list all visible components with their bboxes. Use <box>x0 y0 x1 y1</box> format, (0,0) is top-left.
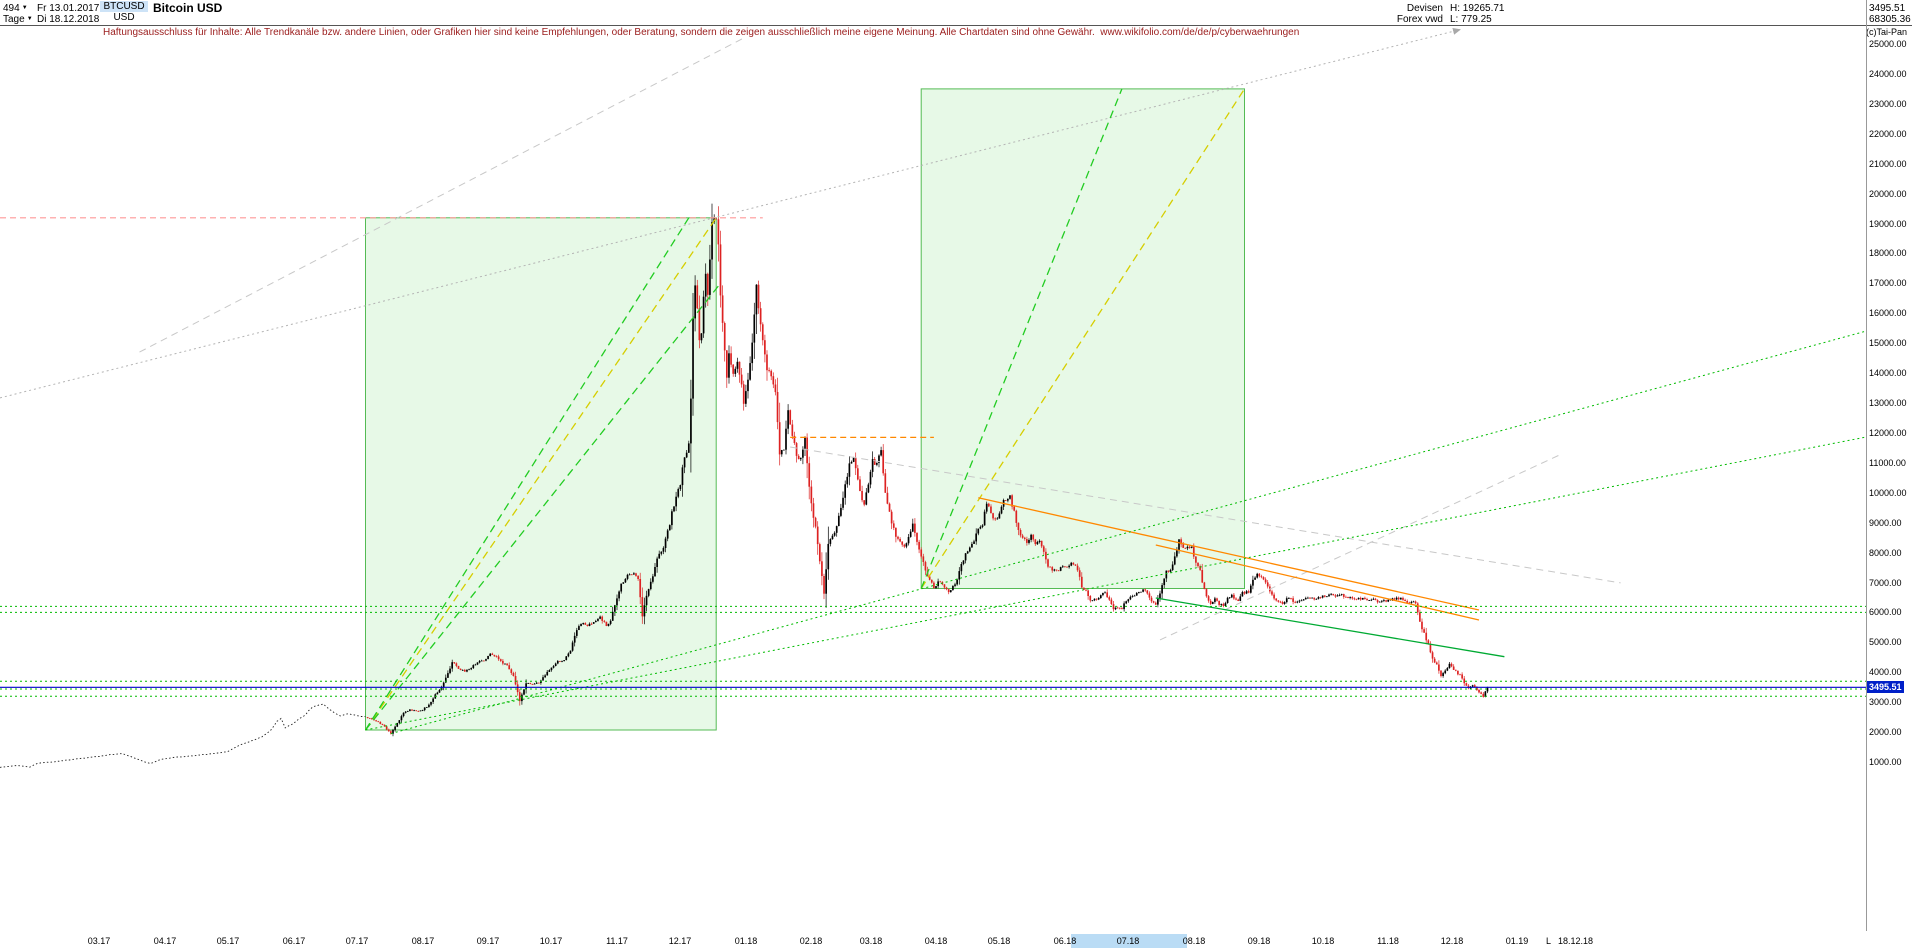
last-bar-letter: L <box>1546 936 1552 946</box>
x-axis-label: 06.18 <box>1053 936 1077 946</box>
x-axis-label: 07.17 <box>345 936 369 946</box>
date-from[interactable]: Fr 13.01.2017 <box>37 3 100 14</box>
chevron-down-icon: ▼ <box>21 5 28 11</box>
volume-value: 68305.36 <box>1869 14 1911 25</box>
period-unit-dropdown[interactable]: Tage ▼ <box>3 14 33 25</box>
price-axis-label: 18000.00 <box>1869 248 1907 258</box>
chevron-down-icon: ▼ <box>26 16 33 22</box>
symbol-box[interactable]: BTCUSD USD <box>100 1 148 23</box>
period-low: L: 779.25 <box>1450 14 1492 25</box>
last-bar-marker: L 18.12.18 <box>1546 936 1593 946</box>
price-axis-label: 11000.00 <box>1869 458 1906 468</box>
chart-title: Bitcoin USD <box>153 1 223 15</box>
x-axis-label: 02.18 <box>799 936 823 946</box>
x-axis-label: 09.18 <box>1247 936 1271 946</box>
price-chart[interactable] <box>0 26 1866 931</box>
price-axis-label: 2000.00 <box>1869 727 1902 737</box>
x-axis-label: 05.18 <box>987 936 1011 946</box>
x-axis-label: 04.17 <box>153 936 177 946</box>
price-axis-label: 19000.00 <box>1869 219 1907 229</box>
price-axis-label: 16000.00 <box>1869 308 1907 318</box>
price-axis-label: 21000.00 <box>1869 159 1907 169</box>
price-axis-label: 4000.00 <box>1869 667 1902 677</box>
price-axis-label: 3000.00 <box>1869 697 1902 707</box>
x-axis-label: 10.17 <box>539 936 563 946</box>
price-axis-label: 24000.00 <box>1869 69 1907 79</box>
price-axis-label: 13000.00 <box>1869 398 1907 408</box>
disclaimer-text: Haftungsausschluss für Inhalte: Alle Tre… <box>103 27 1095 38</box>
x-axis-label: 04.18 <box>924 936 948 946</box>
axis-separator <box>1866 0 1867 931</box>
x-axis-label: 01.19 <box>1505 936 1529 946</box>
price-axis-label: 23000.00 <box>1869 99 1907 109</box>
x-axis-label: 07.18 <box>1116 936 1140 946</box>
bars-count-dropdown[interactable]: 494 ▼ <box>3 3 28 14</box>
price-axis-label: 5000.00 <box>1869 637 1902 647</box>
price-axis-label: 8000.00 <box>1869 548 1902 558</box>
price-axis-label: 7000.00 <box>1869 578 1902 588</box>
current-price-tag: 3495.51 <box>1867 681 1904 693</box>
x-axis-label: 01.18 <box>734 936 758 946</box>
last-price-value: 3495.51 <box>1869 3 1906 14</box>
x-axis-label: 11.18 <box>1377 936 1399 946</box>
header-separator <box>0 25 1912 26</box>
symbol-currency: USD <box>113 12 135 23</box>
price-axis-label: 10000.00 <box>1869 488 1907 498</box>
period-high: H: 19265.71 <box>1450 3 1505 14</box>
wikifolio-url: www.wikifolio.com/de/de/p/cyberwaehrunge… <box>1100 27 1300 38</box>
price-axis-label: 25000.00 <box>1869 39 1907 49</box>
x-axis-label: 08.17 <box>411 936 435 946</box>
period-unit-value: Tage <box>3 14 25 25</box>
disclaimer: Haftungsausschluss für Inhalte: Alle Tre… <box>103 27 1299 38</box>
x-axis-label: 05.17 <box>216 936 240 946</box>
market-label: Devisen <box>1406 3 1443 14</box>
price-axis-label: 15000.00 <box>1869 338 1907 348</box>
x-axis-label: 03.17 <box>87 936 111 946</box>
date-to[interactable]: Di 18.12.2018 <box>37 14 100 25</box>
price-axis-label: 22000.00 <box>1869 129 1907 139</box>
price-axis-label: 14000.00 <box>1869 368 1907 378</box>
x-axis-label: 03.18 <box>859 936 883 946</box>
price-axis-label: 20000.00 <box>1869 189 1907 199</box>
data-feed-label: Forex vwd <box>1396 14 1443 25</box>
x-axis-label: 12.18 <box>1440 936 1464 946</box>
price-axis-label: 12000.00 <box>1869 428 1907 438</box>
axis-highlight-band <box>1071 934 1187 948</box>
x-axis-label: 09.17 <box>476 936 500 946</box>
price-axis-label: 6000.00 <box>1869 607 1902 617</box>
x-axis-label: 10.18 <box>1311 936 1335 946</box>
copyright-label: (c)Tai-Pan <box>1866 27 1908 37</box>
x-axis-label: 08.18 <box>1182 936 1206 946</box>
price-axis-label: 1000.00 <box>1869 757 1902 767</box>
x-axis-label: 11.17 <box>606 936 628 946</box>
x-axis-label: 06.17 <box>282 936 306 946</box>
price-axis-label: 17000.00 <box>1869 278 1907 288</box>
x-axis-label: 12.17 <box>668 936 692 946</box>
bars-count-value: 494 <box>3 3 20 14</box>
last-bar-date: 18.12.18 <box>1558 936 1594 946</box>
symbol-code: BTCUSD <box>100 1 148 12</box>
price-axis-label: 9000.00 <box>1869 518 1902 528</box>
